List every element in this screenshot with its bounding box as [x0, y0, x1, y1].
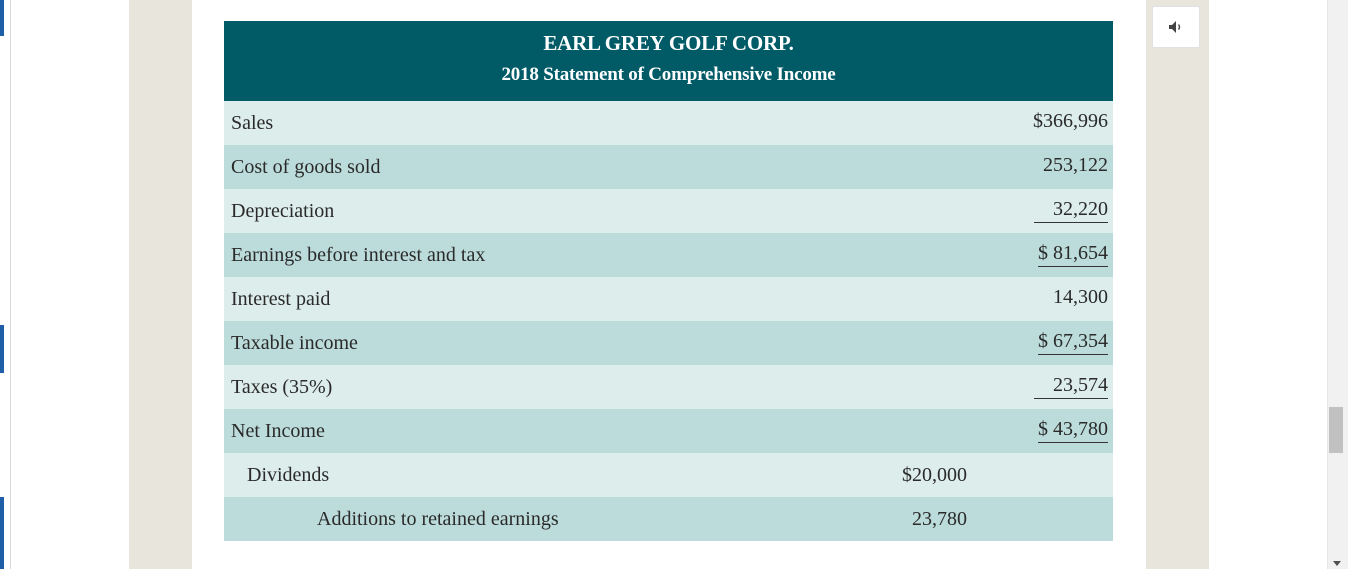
left-marker [0, 0, 4, 36]
audio-button[interactable] [1152, 6, 1200, 48]
left-marker [0, 325, 4, 373]
row-label: Dividends [247, 464, 330, 486]
row-ebit: Earnings before interest and tax $ 81,65… [224, 233, 1113, 277]
row-taxable-income: Taxable income $ 67,354 [224, 321, 1113, 365]
row-net-income: Net Income $ 43,780 [224, 409, 1113, 453]
left-gutter [0, 0, 11, 569]
row-amount: $ 67,354 [1038, 328, 1108, 355]
row-label: Depreciation [231, 200, 335, 222]
row-label: Cost of goods sold [231, 156, 381, 178]
row-label: Sales [231, 112, 274, 134]
row-label: Taxes (35%) [231, 376, 333, 398]
row-amount: 14,300 [1053, 286, 1108, 308]
statement-title: 2018 Statement of Comprehensive Income [501, 64, 836, 85]
right-margin-band [1146, 0, 1209, 569]
row-label: Taxable income [231, 332, 358, 354]
row-amount: 32,220 [1034, 196, 1108, 223]
row-dividends: Dividends $20,000 [224, 453, 1113, 497]
speaker-icon [1169, 21, 1181, 33]
row-depreciation: Depreciation 32,220 [224, 189, 1113, 233]
row-amount: 23,780 [912, 508, 967, 530]
row-amount: $20,000 [902, 464, 967, 486]
row-label: Earnings before interest and tax [231, 244, 486, 266]
row-sales: Sales $366,996 [224, 101, 1113, 145]
row-amount: $366,996 [1033, 110, 1108, 132]
row-amount: 253,122 [1043, 154, 1108, 176]
row-additions-to-retained-earnings: Additions to retained earnings 23,780 [224, 497, 1113, 541]
vertical-scrollbar[interactable] [1327, 0, 1348, 569]
row-interest-paid: Interest paid 14,300 [224, 277, 1113, 321]
row-taxes: Taxes (35%) 23,574 [224, 365, 1113, 409]
row-label: Interest paid [231, 288, 331, 310]
company-name: EARL GREY GOLF CORP. [543, 31, 794, 55]
income-statement-table: EARL GREY GOLF CORP. 2018 Statement of C… [224, 21, 1113, 541]
left-margin-band [129, 0, 192, 569]
scrollbar-thumb[interactable] [1329, 407, 1343, 453]
row-label: Net Income [231, 420, 325, 442]
row-amount: $ 43,780 [1038, 416, 1108, 443]
statement-header: EARL GREY GOLF CORP. 2018 Statement of C… [224, 21, 1113, 101]
row-amount: $ 81,654 [1038, 240, 1108, 267]
row-label: Additions to retained earnings [317, 508, 559, 530]
left-marker [0, 497, 4, 569]
scroll-down-arrow-icon[interactable] [1333, 561, 1341, 566]
row-cost-of-goods-sold: Cost of goods sold 253,122 [224, 145, 1113, 189]
row-amount: 23,574 [1034, 372, 1108, 399]
